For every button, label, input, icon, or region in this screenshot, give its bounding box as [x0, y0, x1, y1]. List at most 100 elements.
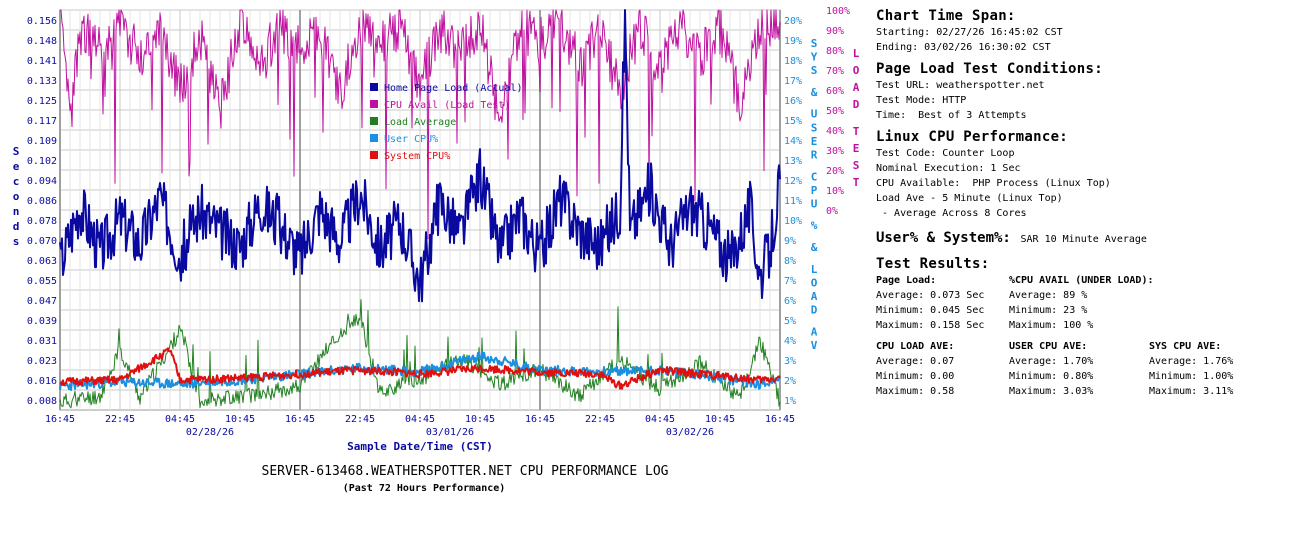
sys-cpu-average: Average: 1.76%: [1149, 356, 1234, 367]
y3-tick-label: 70%: [826, 66, 844, 77]
series-line-0: [59, 9, 781, 303]
x-tick-label: 04:45: [405, 414, 435, 425]
y3-tick-label: 20%: [826, 166, 844, 177]
user-system-value: SAR 10 Minute Average: [1020, 234, 1147, 245]
y3-tick-label: 40%: [826, 126, 844, 137]
y-tick-label: 0.063: [27, 256, 57, 267]
series-line-4: [59, 347, 781, 390]
y-tick-label: 0.125: [27, 96, 57, 107]
cpu-load-maximum: Maximum: 0.58: [876, 386, 955, 397]
y-tick-label: 0.109: [27, 136, 57, 147]
cpu-load-average: Average: 0.07: [876, 356, 955, 367]
y2-tick-label: 3%: [784, 356, 796, 367]
series-line-2: [59, 299, 781, 409]
user-cpu-average: Average: 1.70%: [1009, 356, 1094, 367]
chart-series-layer: [59, 9, 781, 409]
chart-legend: Home Page Load (Actual) CPU Avail (Load T…: [370, 83, 522, 162]
linux-cores: - Average Across 8 Cores: [876, 208, 1027, 219]
y2-tick-label: 10%: [784, 216, 802, 227]
info-panel: Chart Time Span: Starting: 02/27/26 16:4…: [876, 8, 1296, 407]
legend-swatch-2: [370, 117, 378, 125]
y-tick-label: 0.086: [27, 196, 57, 207]
page-load-heading: Page Load:: [876, 275, 937, 286]
sys-cpu-heading: SYS CPU AVE:: [1149, 341, 1222, 352]
y-tick-label: 0.047: [27, 296, 57, 307]
page-load-column: Page Load: Average: 0.073 Sec Minimum: 0…: [876, 273, 984, 333]
y-tick-label: 0.078: [27, 216, 57, 227]
linux-load-ave: Load Ave - 5 Minute (Linux Top): [876, 193, 1063, 204]
chart-axes: 0.008 0.016 0.023 0.031 0.039 0.047 0.055 0.063…: [27, 6, 850, 438]
y-tick-label: 0.016: [27, 376, 57, 387]
sys-cpu-column: SYS CPU AVE: Average: 1.76% Minimum: 1.0…: [1149, 339, 1233, 399]
x-tick-label: 10:45: [225, 414, 255, 425]
test-results-section: Test Results: Page Load: Average: 0.073 …: [876, 256, 1296, 401]
y-tick-label: 0.023: [27, 356, 57, 367]
y2-tick-label: 5%: [784, 316, 796, 327]
legend-label-4: System CPU%: [384, 151, 450, 162]
test-time: Time: Best of 3 Attempts: [876, 110, 1027, 121]
legend-swatch-0: [370, 83, 378, 91]
y-tick-label: 0.055: [27, 276, 57, 287]
time-span-heading: Chart Time Span:: [876, 8, 1016, 24]
y-tick-label: 0.031: [27, 336, 57, 347]
x-date-label: 02/28/26: [186, 427, 234, 438]
x-date-label: 03/01/26: [426, 427, 474, 438]
x-tick-label: 16:45: [765, 414, 795, 425]
cpu-performance-chart: 0.008 0.016 0.023 0.031 0.039 0.047 0.055 0.063…: [13, 6, 860, 494]
user-cpu-maximum: Maximum: 3.03%: [1009, 386, 1094, 397]
page-load-average: Average: 0.073 Sec: [876, 290, 985, 301]
time-span-end: Ending: 03/02/26 16:30:02 CST: [876, 42, 1051, 53]
y2-tick-label: 17%: [784, 76, 802, 87]
cpu-avail-heading: %CPU AVAIL (UNDER LOAD):: [1009, 275, 1154, 286]
results-row-1: Page Load: Average: 0.073 Sec Minimum: 0…: [876, 273, 1296, 335]
x-date-label: 03/02/26: [666, 427, 714, 438]
y3-tick-label: 50%: [826, 106, 844, 117]
y2-tick-label: 9%: [784, 236, 796, 247]
x-tick-label: 04:45: [165, 414, 195, 425]
user-system-heading: User% & System%:: [876, 230, 1011, 246]
y2-tick-label: 13%: [784, 156, 802, 167]
legend-label-1: CPU Avail (Load Test): [384, 100, 510, 111]
y-tick-label: 0.141: [27, 56, 57, 67]
y3-tick-label: 80%: [826, 46, 844, 57]
y-tick-label: 0.156: [27, 16, 57, 27]
legend-swatch-4: [370, 151, 378, 159]
user-cpu-minimum: Minimum: 0.80%: [1009, 371, 1094, 382]
cpu-avail-maximum: Maximum: 100 %: [1009, 320, 1094, 331]
results-row-2: CPU LOAD AVE: Average: 0.07 Minimum: 0.0…: [876, 339, 1296, 401]
user-cpu-heading: USER CPU AVE:: [1009, 341, 1088, 352]
y2-tick-label: 8%: [784, 256, 796, 267]
cpu-avail-minimum: Minimum: 23 %: [1009, 305, 1088, 316]
x-tick-label: 22:45: [345, 414, 375, 425]
y-tick-label: 0.008: [27, 396, 57, 407]
series-line-1: [60, 9, 781, 240]
y3-tick-label: 10%: [826, 186, 844, 197]
cpu-load-minimum: Minimum: 0.00: [876, 371, 955, 382]
linux-nominal-exec: Nominal Execution: 1 Sec: [876, 163, 1021, 174]
time-span-start: Starting: 02/27/26 16:45:02 CST: [876, 27, 1063, 38]
x-axis-title: Sample Date/Time (CST): [347, 440, 493, 453]
y-tick-label: 0.094: [27, 176, 57, 187]
x-tick-label: 22:45: [105, 414, 135, 425]
test-conditions-heading: Page Load Test Conditions:: [876, 61, 1103, 77]
page-load-minimum: Minimum: 0.045 Sec: [876, 305, 985, 316]
x-tick-label: 16:45: [285, 414, 315, 425]
y2-tick-label: 16%: [784, 96, 802, 107]
y3-tick-label: 30%: [826, 146, 844, 157]
cpu-load-heading: CPU LOAD AVE:: [876, 341, 955, 352]
x-tick-label: 10:45: [705, 414, 735, 425]
x-tick-label: 22:45: [585, 414, 615, 425]
time-span-section: Chart Time Span: Starting: 02/27/26 16:4…: [876, 8, 1296, 55]
y3-tick-label: 60%: [826, 86, 844, 97]
y3-tick-label: 0%: [826, 206, 838, 217]
y-tick-label: 0.133: [27, 76, 57, 87]
y2-tick-label: 6%: [784, 296, 796, 307]
chart-subtitle: (Past 72 Hours Performance): [343, 483, 506, 494]
y-tick-label: 0.102: [27, 156, 57, 167]
linux-cpu-heading: Linux CPU Performance:: [876, 129, 1069, 145]
linux-test-code: Test Code: Counter Loop: [876, 148, 1015, 159]
